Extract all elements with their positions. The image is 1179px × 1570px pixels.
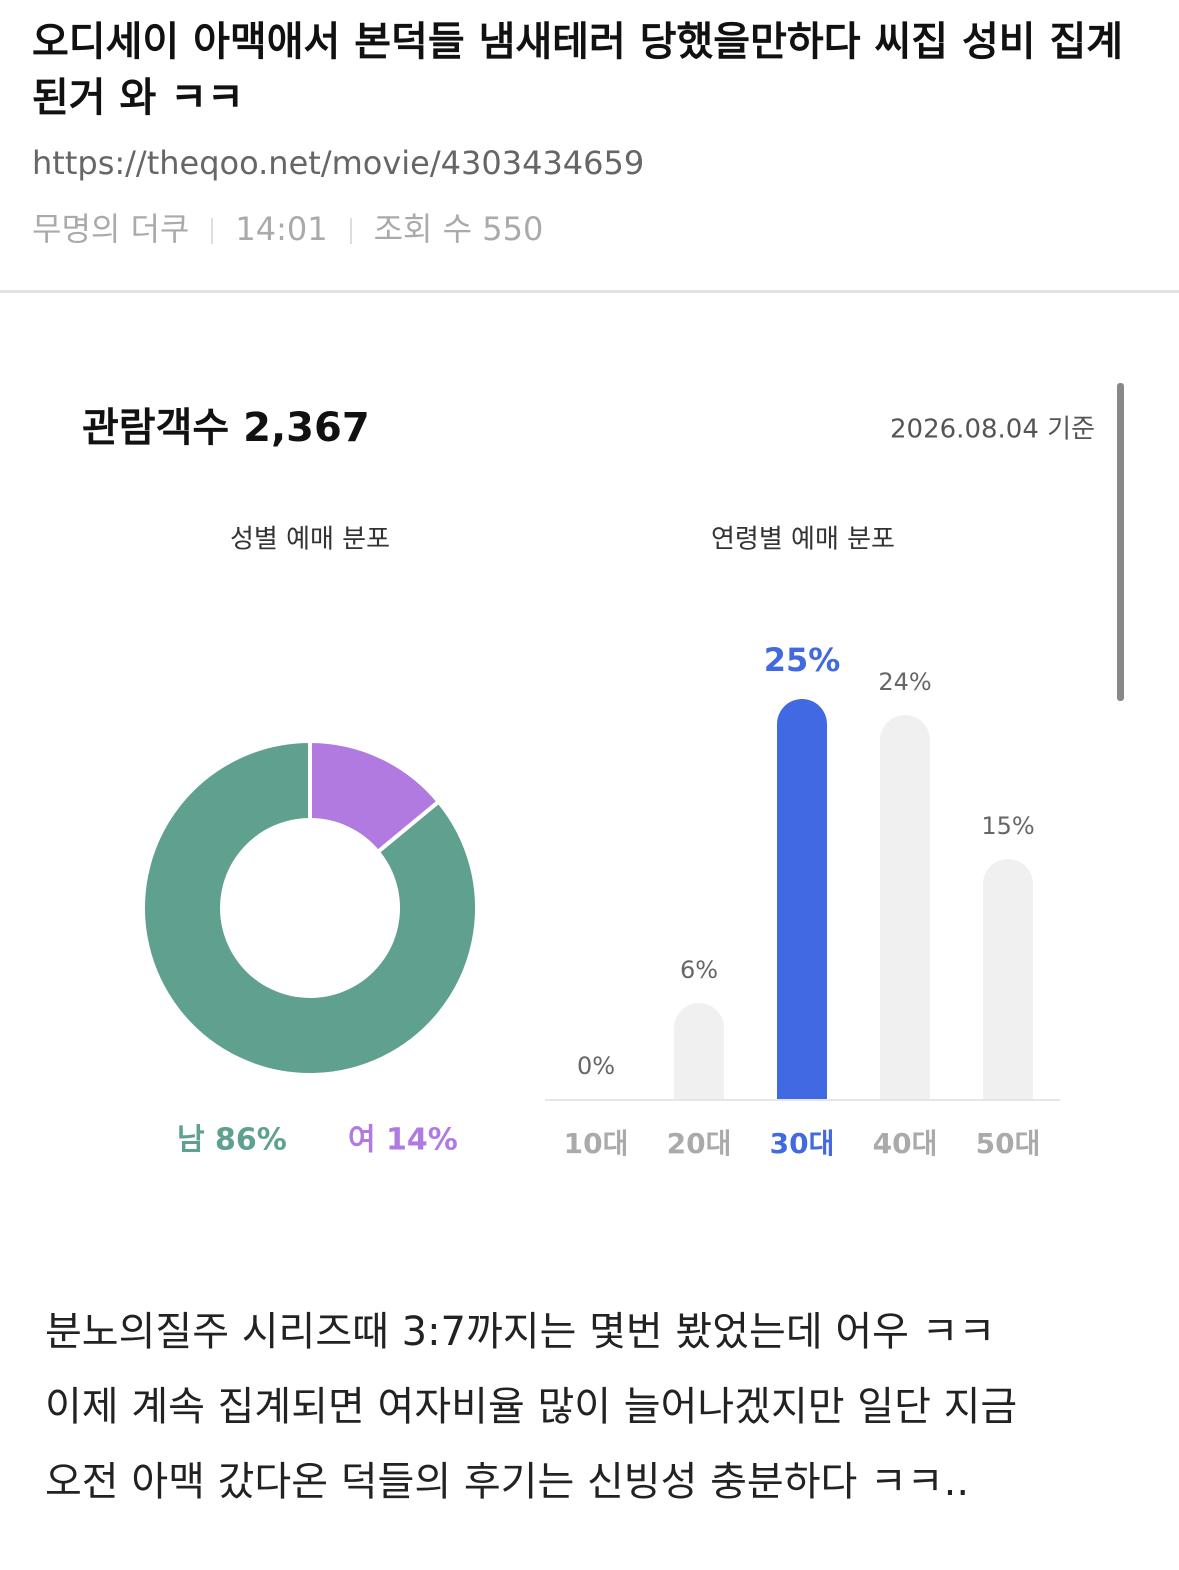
post-meta: 무명의 더쿠 14:01 조회 수 550 — [32, 204, 1147, 250]
body-line: 오전 아맥 갔다온 덕들의 후기는 신빙성 충분하다 ㅋㅋ.. — [45, 1459, 970, 1505]
donut-slice — [308, 738, 442, 855]
chart-title: 성별 예매 분포 — [230, 525, 390, 555]
value-label: 25% — [764, 641, 841, 679]
author: 무명의 더쿠 — [32, 210, 190, 248]
bar — [674, 1003, 724, 1099]
body-line: 이제 계속 집계되면 여자비율 많이 늘어나겠지만 일단 지금 — [45, 1384, 1018, 1430]
x-tick-label: 30대 — [770, 1127, 835, 1160]
legend-value: 86% — [215, 1123, 287, 1158]
donut-slice — [141, 738, 479, 1077]
time: 14:01 — [235, 210, 328, 248]
card-title: 관람객수 2,367 — [82, 405, 370, 451]
post-url[interactable]: https://theqoo.net/movie/4303434659 — [32, 144, 645, 182]
value-label: 6% — [680, 956, 718, 984]
scrollbar — [1117, 383, 1124, 701]
stats-image: 관람객수 2,367 2026.08.04 기준 성별 예매 분포 연령별 예매… — [82, 383, 1124, 1160]
value-label: 24% — [878, 668, 931, 696]
views: 조회 수 550 — [373, 210, 544, 248]
x-tick-label: 10대 — [564, 1127, 629, 1160]
x-tick-label: 50대 — [976, 1127, 1041, 1160]
value-label: 0% — [577, 1052, 615, 1080]
bar — [880, 715, 930, 1099]
bar — [983, 859, 1033, 1099]
legend-label: 남 — [177, 1123, 205, 1158]
body-line: 분노의질주 시리즈때 3:7까지는 몇번 봤었는데 어우 ㅋㅋ — [45, 1309, 996, 1355]
post-body: 분노의질주 시리즈때 3:7까지는 몇번 봤었는데 어우 ㅋㅋ 이제 계속 집계되… — [45, 1295, 1017, 1520]
post-header: 오디세이 아맥애서 본덕들 냄새테러 당했을만하다 씨집 성비 집계된거 와 ㅋ… — [0, 0, 1179, 250]
divider — [0, 290, 1179, 293]
bar — [777, 699, 827, 1099]
separator — [349, 218, 352, 244]
legend-label: 여 — [348, 1123, 376, 1158]
value-label: 15% — [981, 812, 1034, 840]
post-title: 오디세이 아맥애서 본덕들 냄새테러 당했을만하다 씨집 성비 집계된거 와 ㅋ… — [32, 19, 1124, 121]
legend-value: 14% — [386, 1123, 458, 1158]
separator — [211, 218, 214, 244]
x-tick-label: 20대 — [667, 1127, 732, 1160]
chart-title: 연령별 예매 분포 — [711, 525, 895, 555]
card-date: 2026.08.04 기준 — [890, 415, 1095, 445]
x-tick-label: 40대 — [873, 1127, 938, 1160]
